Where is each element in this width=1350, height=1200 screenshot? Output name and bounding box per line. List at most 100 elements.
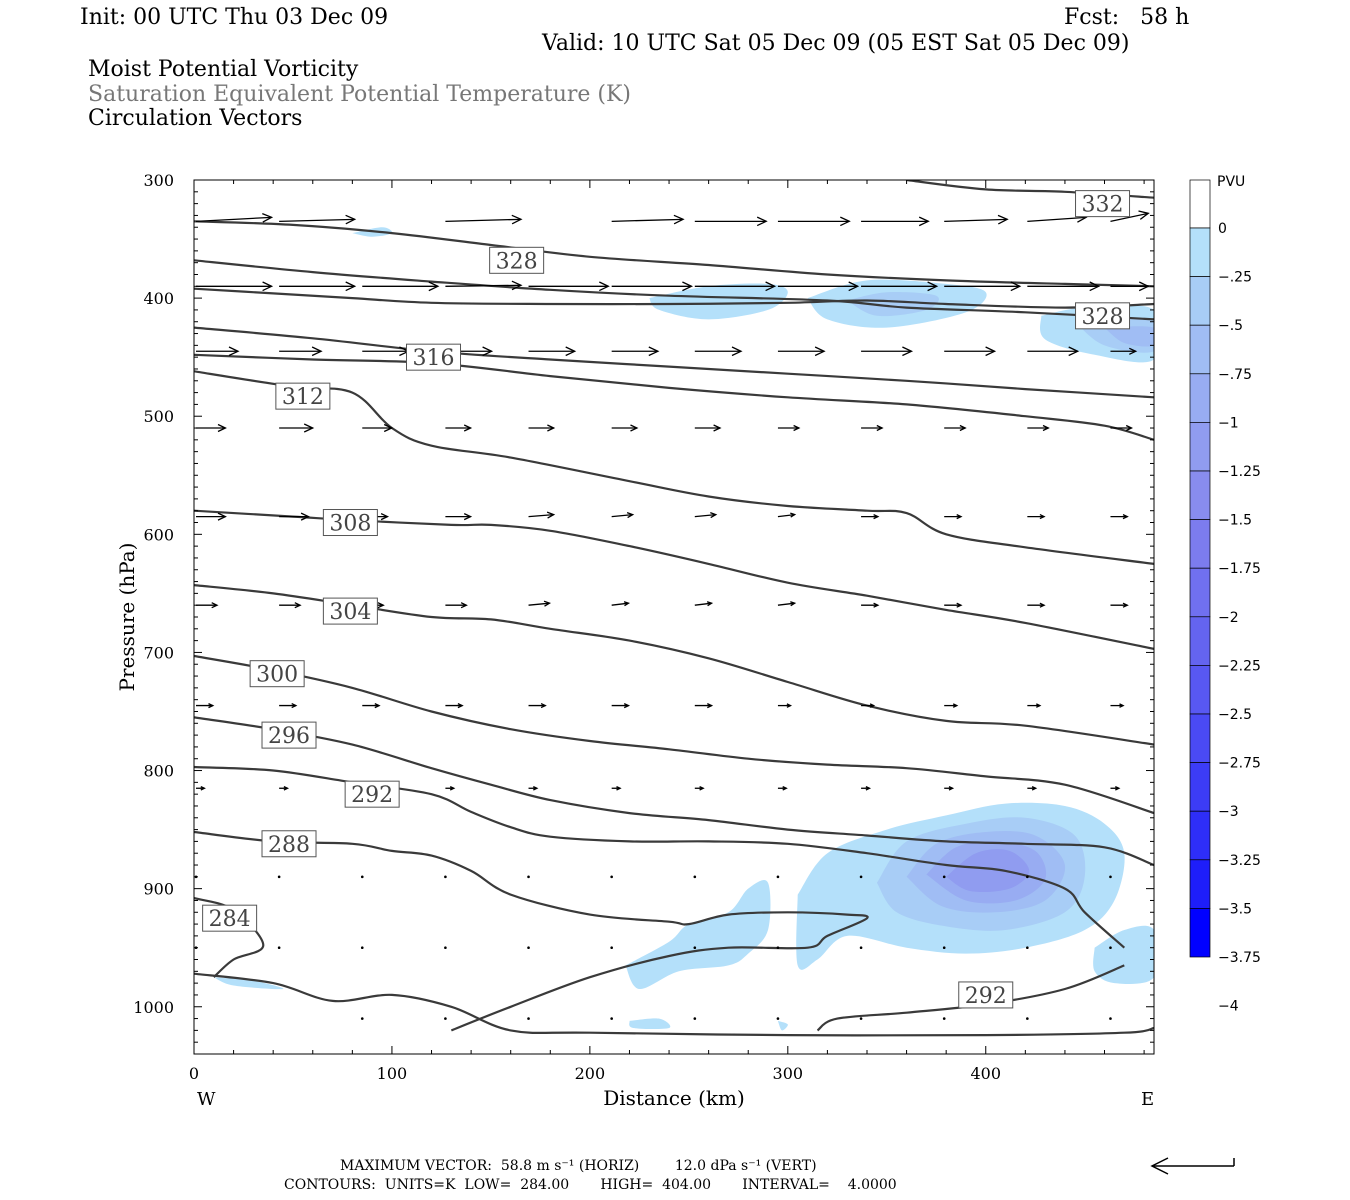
contour-label-9: 300	[249, 660, 305, 688]
vector-arrow	[861, 786, 872, 791]
vector-arrow	[196, 512, 227, 521]
vector-arrow	[777, 216, 851, 227]
vector-arrow	[1026, 1017, 1029, 1020]
vector-arrow	[944, 346, 997, 357]
vector-arrow	[611, 346, 660, 357]
vector-arrow	[445, 786, 456, 791]
colorbar-level-label: −1.75	[1218, 561, 1261, 577]
colorbar-level-label: −3	[1218, 804, 1239, 820]
colorbar-level-label: −.5	[1218, 318, 1243, 334]
theta-contour-12	[194, 830, 869, 1032]
colorbar: 0 −.25 −.5 −.75 −1 −1.25 −1.5 −1.75 −2 −2.25 −2.5 −…	[1189, 179, 1261, 1015]
vector-arrow	[944, 424, 967, 432]
vector-arrow	[527, 875, 530, 879]
vector-arrow	[362, 346, 411, 357]
theta-contour-3	[194, 259, 1154, 321]
colorbar-swatch	[1189, 810, 1211, 861]
x-tick-label: 200	[575, 1064, 606, 1083]
pv-shading-layer	[213, 227, 1154, 1031]
contour-label-text: 312	[282, 385, 324, 410]
pv-region-0	[649, 283, 788, 320]
y-tick-label: 300	[143, 171, 174, 190]
vector-arrow	[1110, 281, 1150, 292]
vector-arrow	[776, 1017, 780, 1020]
contour-label-text: 316	[413, 346, 455, 371]
vector-arrow	[279, 423, 315, 433]
theta-contour-14	[816, 964, 1125, 1032]
field-title-pv: Moist Potential Vorticity	[88, 57, 359, 82]
colorbar-swatch	[1189, 713, 1211, 763]
contour-label-text: 284	[209, 907, 251, 932]
contour-label-7: 308	[322, 509, 378, 537]
vector-arrow	[861, 602, 880, 608]
vector-arrow	[445, 424, 473, 432]
vector-arrow	[777, 512, 797, 518]
vector-arrow	[944, 602, 963, 608]
colorbar-level-label: −.25	[1218, 270, 1252, 286]
vector-arrow	[279, 346, 323, 357]
vector-arrow	[527, 946, 530, 950]
colorbar-swatch	[1189, 616, 1211, 666]
vector-arrow	[1027, 786, 1038, 791]
colorbar-level-label: −3.75	[1218, 950, 1261, 966]
vector-arrow	[694, 511, 718, 519]
vector-arrow	[196, 423, 227, 433]
vector-arrow	[944, 703, 959, 708]
vector-arrow	[1027, 346, 1080, 357]
vector-arrow	[528, 703, 547, 709]
vector-arrow	[196, 281, 274, 292]
vector-arrow	[611, 281, 694, 292]
vector-arrow	[777, 601, 797, 607]
vector-arrow	[777, 281, 860, 292]
colorbar-level-label: −.75	[1218, 367, 1252, 383]
x-end-label-west: W	[197, 1089, 216, 1110]
vector-arrow	[528, 786, 539, 791]
colorbar-swatch	[1189, 179, 1211, 229]
colorbar-level-label: −3.5	[1218, 901, 1252, 917]
vector-arrow	[445, 513, 473, 521]
vector-arrow	[444, 1017, 447, 1020]
theta-contour-6	[194, 370, 1154, 565]
vector-arrow	[693, 1017, 697, 1020]
contour-label-13: 284	[202, 904, 258, 932]
colorbar-level-label: −1.5	[1218, 513, 1252, 529]
vector-arrow	[944, 786, 955, 791]
reference-vector-arrow	[1150, 1157, 1235, 1175]
vector-arrow	[610, 946, 613, 950]
vector-arrow	[942, 1017, 946, 1020]
pv-region-15	[629, 1018, 671, 1030]
vector-arrow	[279, 786, 290, 791]
vector-arrow	[1110, 347, 1138, 355]
colorbar-level-label: −1.25	[1218, 464, 1261, 480]
vector-arrow	[777, 424, 801, 432]
vector-arrow	[861, 281, 939, 292]
valid-time: Valid: 10 UTC Sat 05 Dec 09 (05 EST Sat …	[542, 31, 1130, 56]
colorbar-swatch	[1189, 227, 1211, 277]
pv-region-12	[625, 880, 771, 990]
vector-arrow	[693, 875, 697, 879]
contour-label-11: 292	[344, 780, 400, 808]
vector-arrow	[693, 946, 697, 950]
vector-arrow	[196, 346, 240, 357]
contour-label-6: 312	[275, 382, 331, 410]
colorbar-swatch	[1189, 519, 1211, 569]
vector-arrow	[445, 214, 523, 225]
vector-arrow	[528, 346, 577, 357]
colorbar-swatch	[1189, 567, 1211, 618]
vector-arrow	[1027, 514, 1046, 520]
vector-arrow	[360, 1017, 364, 1020]
vector-arrow	[861, 514, 880, 520]
vector-arrow	[694, 703, 714, 709]
contour-label-text: 288	[268, 833, 310, 858]
contour-info-note: CONTOURS: UNITS=K LOW= 284.00 HIGH= 404.…	[284, 1177, 897, 1193]
pv-region-11	[946, 849, 1030, 893]
vector-arrow	[279, 214, 357, 225]
vector-arrow	[279, 703, 298, 709]
colorbar-swatch	[1189, 373, 1211, 423]
vector-arrow	[861, 216, 930, 227]
y-tick-label: 500	[143, 407, 174, 426]
colorbar-level-label: −1	[1218, 415, 1239, 431]
colorbar-level-label: −2.5	[1218, 707, 1252, 723]
vector-arrow	[528, 424, 556, 432]
vector-arrow	[694, 281, 777, 292]
